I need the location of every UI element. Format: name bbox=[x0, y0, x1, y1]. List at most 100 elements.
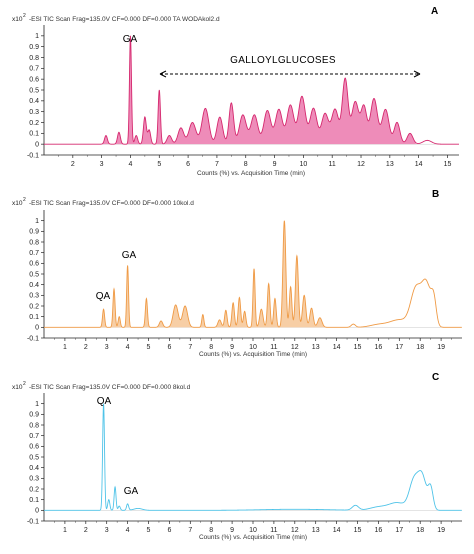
x-tick-label: 10 bbox=[249, 527, 257, 534]
y-tick-label: 0.4 bbox=[29, 98, 39, 105]
y-tick-label: 0.2 bbox=[29, 486, 39, 493]
panel-b-exponent: 2 bbox=[23, 197, 26, 203]
panel-a-axes: -0.1 0 0.1 0.2 0.3 0.4 0.5 0.6 0.7 0.8 0.9 1 2 3 4 5 6 7… bbox=[27, 25, 459, 168]
x-tick-label: 1 bbox=[63, 344, 67, 351]
x-tick-label: 18 bbox=[416, 344, 424, 351]
y-tick-label: 0 bbox=[35, 141, 39, 148]
y-tick-label: 0.6 bbox=[29, 76, 39, 83]
x-tick-label: 19 bbox=[437, 344, 445, 351]
y-tick-label: 1 bbox=[35, 33, 39, 40]
panel-c-y-ticks: -0.1 0 0.1 0.2 0.3 0.4 0.5 0.6 0.7 0.8 0.9 1 bbox=[27, 401, 44, 525]
y-tick-label: 0 bbox=[35, 508, 39, 515]
y-tick-label: 0 bbox=[35, 325, 39, 332]
x-tick-label: 6 bbox=[167, 344, 171, 351]
panel-b: B x10 2 -ESI TIC Scan Frag=135.0V CF=0.0… bbox=[12, 189, 462, 358]
x-tick-label: 17 bbox=[395, 344, 403, 351]
y-tick-label: 1 bbox=[35, 218, 39, 225]
x-tick-label: 11 bbox=[270, 344, 277, 351]
panel-a-range-arrow bbox=[159, 70, 421, 78]
y-tick-label: 0.7 bbox=[29, 433, 39, 440]
x-tick-label: 9 bbox=[230, 344, 234, 351]
y-tick-label: -0.1 bbox=[27, 518, 39, 525]
panel-b-x-label: Counts (%) vs. Acquisition Time (min) bbox=[199, 351, 307, 358]
x-tick-label: 2 bbox=[84, 344, 88, 351]
y-tick-label: 0.8 bbox=[29, 55, 39, 62]
x-tick-label: 12 bbox=[291, 527, 299, 534]
panel-b-letter: B bbox=[432, 189, 439, 200]
y-tick-label: 0.7 bbox=[29, 66, 39, 73]
y-tick-label: 0.8 bbox=[29, 422, 39, 429]
x-tick-label: 13 bbox=[312, 527, 320, 534]
y-tick-label: 0.5 bbox=[29, 87, 39, 94]
panel-c-x-ticks: 1 2 3 4 5 6 7 8 9 10 11 12 13 14 15 16 17 18 19 bbox=[54, 521, 452, 534]
x-tick-label: 14 bbox=[333, 344, 341, 351]
x-tick-label: 17 bbox=[395, 527, 403, 534]
x-tick-label: 12 bbox=[291, 344, 299, 351]
x-tick-label: 14 bbox=[333, 527, 341, 534]
y-tick-label: 0.3 bbox=[29, 476, 39, 483]
panel-a-y-ticks: -0.1 0 0.1 0.2 0.3 0.4 0.5 0.6 0.7 0.8 0.9 1 bbox=[27, 33, 44, 159]
y-tick-label: 0.1 bbox=[29, 131, 39, 138]
x-tick-label: 5 bbox=[157, 161, 161, 168]
x-tick-label: 2 bbox=[84, 527, 88, 534]
x-tick-label: 15 bbox=[354, 344, 362, 351]
x-tick-label: 7 bbox=[215, 161, 219, 168]
x-tick-label: 1 bbox=[63, 527, 67, 534]
y-tick-label: 0.8 bbox=[29, 239, 39, 246]
panel-a-exponent: 2 bbox=[23, 13, 26, 19]
y-tick-label: 0.9 bbox=[29, 229, 39, 236]
x-tick-label: 13 bbox=[312, 344, 320, 351]
panel-c-multiplier: x10 bbox=[12, 384, 23, 391]
panel-a-x-label: Counts (%) vs. Acquisition Time (min) bbox=[197, 170, 305, 177]
x-tick-label: 3 bbox=[105, 344, 109, 351]
y-tick-label: 0.5 bbox=[29, 454, 39, 461]
x-tick-label: 10 bbox=[299, 161, 307, 168]
panel-c-qa-label: QA bbox=[97, 396, 112, 407]
x-tick-label: 11 bbox=[270, 527, 277, 534]
y-tick-label: 0.3 bbox=[29, 109, 39, 116]
x-tick-label: 13 bbox=[386, 161, 394, 168]
y-tick-label: 0.7 bbox=[29, 250, 39, 257]
panel-a-x-ticks: 2 3 4 5 6 7 8 9 10 11 12 13 14 15 bbox=[58, 155, 451, 168]
panel-c: C x10 2 -ESI TIC Scan Frag=135.0V CF=0.0… bbox=[12, 372, 462, 541]
x-tick-label: 18 bbox=[416, 527, 424, 534]
panel-a-header: -ESI TIC Scan Frag=135.0V CF=0.000 DF=0.… bbox=[29, 16, 220, 23]
x-tick-label: 3 bbox=[100, 161, 104, 168]
x-tick-label: 14 bbox=[415, 161, 423, 168]
panel-c-header: -ESI TIC Scan Frag=135.0V CF=0.000 DF=0.… bbox=[29, 384, 191, 391]
panel-b-area bbox=[98, 220, 327, 328]
x-tick-label: 15 bbox=[354, 527, 362, 534]
y-tick-label: 0.2 bbox=[29, 120, 39, 127]
panel-c-letter: C bbox=[432, 372, 439, 383]
panel-a-area bbox=[99, 35, 416, 145]
panel-a-ga-label: GA bbox=[123, 34, 138, 45]
y-tick-label: 0.6 bbox=[29, 261, 39, 268]
panel-b-y-ticks: -0.1 0 0.1 0.2 0.3 0.4 0.5 0.6 0.7 0.8 0.9 1 bbox=[27, 218, 44, 342]
panel-a-letter: A bbox=[431, 6, 438, 17]
panel-a-trace bbox=[44, 35, 459, 145]
x-tick-label: 4 bbox=[129, 161, 133, 168]
y-tick-label: 0.1 bbox=[29, 314, 39, 321]
y-tick-label: -0.1 bbox=[27, 335, 39, 342]
panel-b-header: -ESI TIC Scan Frag=135.0V CF=0.000 DF=0.… bbox=[29, 200, 194, 207]
x-tick-label: 4 bbox=[126, 527, 130, 534]
y-tick-label: 0.4 bbox=[29, 282, 39, 289]
x-tick-label: 15 bbox=[444, 161, 452, 168]
panel-c-exponent: 2 bbox=[23, 381, 26, 387]
panel-b-x-ticks: 1 2 3 4 5 6 7 8 9 10 11 12 13 14 15 16 17 18 19 bbox=[54, 338, 452, 351]
x-tick-label: 5 bbox=[147, 344, 151, 351]
x-tick-label: 19 bbox=[437, 527, 445, 534]
arrow-right-icon bbox=[413, 70, 421, 78]
x-tick-label: 2 bbox=[71, 161, 75, 168]
y-tick-label: 0.2 bbox=[29, 303, 39, 310]
panel-b-ga-label: GA bbox=[122, 250, 137, 261]
y-tick-label: 0.5 bbox=[29, 271, 39, 278]
panel-b-qa-label: QA bbox=[96, 291, 111, 302]
x-tick-label: 9 bbox=[273, 161, 277, 168]
x-tick-label: 16 bbox=[375, 527, 383, 534]
x-tick-label: 6 bbox=[186, 161, 190, 168]
x-tick-label: 7 bbox=[188, 527, 192, 534]
x-tick-label: 8 bbox=[244, 161, 248, 168]
